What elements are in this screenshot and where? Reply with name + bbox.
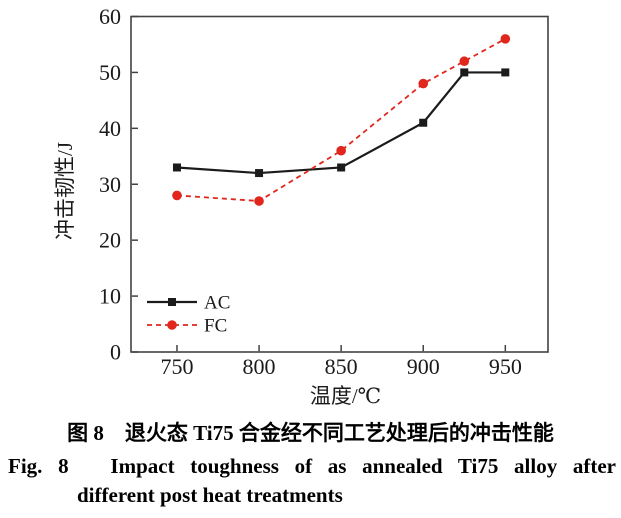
caption-english-line1: Fig. 8 Impact toughness of as annealed T… <box>8 454 616 478</box>
legend-entry-ac: AC <box>147 293 230 314</box>
ac-marker <box>460 68 469 77</box>
y-tick-label: 30 <box>99 172 121 197</box>
ac-line <box>176 71 506 175</box>
impact-toughness-chart: 750 800 850 900 950 0 10 20 30 40 50 60 冲击韧性/J 温度/℃ AC… <box>53 4 549 408</box>
fc-marker <box>336 145 346 156</box>
fc-marker <box>500 34 511 44</box>
ac-marker <box>501 68 510 77</box>
x-axis-label: 温度/℃ <box>310 384 381 408</box>
ac-marker <box>419 118 428 127</box>
ac-marker <box>172 163 181 172</box>
y-tick-label: 40 <box>99 116 121 141</box>
fc-marker <box>418 78 429 89</box>
x-tick-label: 750 <box>160 354 193 379</box>
y-tick-label: 20 <box>99 228 121 253</box>
y-tick-label: 60 <box>99 4 121 29</box>
series-fc <box>172 34 511 206</box>
fc-line <box>176 38 506 202</box>
legend-label: FC <box>204 316 227 337</box>
x-tick-label: 850 <box>325 354 358 379</box>
caption-chinese: 图 8 退火态 Ti75 合金经不同工艺处理后的冲击性能 <box>67 421 554 445</box>
legend-label: AC <box>204 293 230 314</box>
x-tick-label: 800 <box>243 354 276 379</box>
x-tick-label: 950 <box>489 354 522 379</box>
fc-marker <box>459 56 470 67</box>
legend-marker <box>168 298 176 306</box>
y-tick-label: 0 <box>110 340 121 365</box>
y-axis-label: 冲击韧性/J <box>53 142 77 240</box>
ac-marker <box>255 169 264 178</box>
series-ac <box>172 68 510 178</box>
x-tick-label: 900 <box>407 354 440 379</box>
plot-frame <box>130 15 549 353</box>
fc-marker <box>254 196 264 206</box>
caption-english-line2: different post heat treatments <box>77 483 343 507</box>
fc-marker <box>172 190 182 201</box>
ac-marker <box>337 163 346 172</box>
legend-entry-fc: FC <box>147 316 227 337</box>
legend-marker <box>167 320 177 330</box>
y-tick-label: 50 <box>99 60 121 85</box>
y-tick-label: 10 <box>99 284 121 309</box>
caption-english: Fig. 8 Impact toughness of as annealed T… <box>0 452 621 510</box>
